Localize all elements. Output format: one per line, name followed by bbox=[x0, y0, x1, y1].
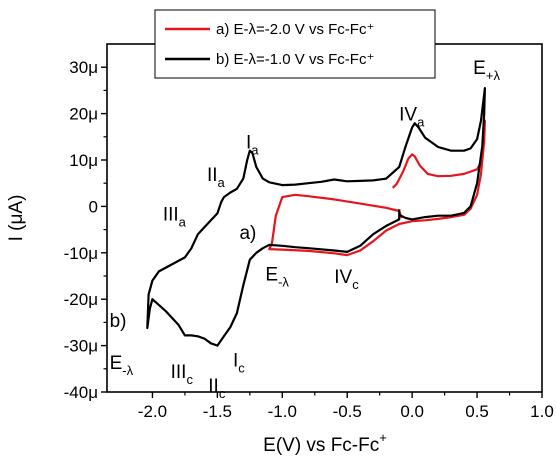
peak-label: b) bbox=[110, 311, 127, 332]
peak-label: IIIc bbox=[171, 362, 194, 387]
peak-annotations: Ia IIa IIIa IVa E+λ a) E-λ IVc b) E-λ IIIc IIc Ic bbox=[110, 58, 501, 401]
x-axis-title: E(V) vs Fc-Fc+ bbox=[263, 430, 387, 456]
peak-label: IIIa bbox=[163, 204, 187, 229]
legend-label-a: a) E-λ=-2.0 V vs Fc-Fc⁺ bbox=[216, 21, 374, 38]
y-tick-label: -20μ bbox=[64, 290, 98, 309]
legend-label-b: b) E-λ=-1.0 V vs Fc-Fc⁺ bbox=[216, 51, 374, 68]
x-axis-title-text: E(V) vs Fc-Fc bbox=[263, 435, 379, 456]
y-tick-label: -30μ bbox=[64, 337, 98, 356]
peak-label: IVa bbox=[399, 105, 425, 130]
peak-label: E+λ bbox=[473, 58, 500, 83]
y-tick-label: 30μ bbox=[69, 58, 98, 77]
series-line-a bbox=[268, 119, 486, 257]
x-tick-label: -1.5 bbox=[203, 402, 232, 421]
y-axis-ticks: -40μ -30μ -20μ -10μ 0 10μ 20μ 30μ bbox=[64, 58, 107, 402]
x-axis-ticks: -2.0 -1.5 -1.0 -0.5 0.0 0.5 1.0 bbox=[138, 392, 554, 421]
x-axis-title-superscript: + bbox=[379, 430, 387, 445]
x-tick-label: 0.0 bbox=[400, 402, 424, 421]
legend: a) E-λ=-2.0 V vs Fc-Fc⁺ b) E-λ=-1.0 V vs… bbox=[154, 9, 436, 79]
y-axis-title: I (μA) bbox=[6, 195, 27, 242]
series-layer bbox=[146, 87, 486, 347]
y-tick-label: 20μ bbox=[69, 105, 98, 124]
x-tick-label: -1.0 bbox=[268, 402, 297, 421]
peak-label: Ic bbox=[233, 350, 245, 375]
peak-label: a) bbox=[239, 223, 256, 244]
x-tick-label: 0.5 bbox=[465, 402, 489, 421]
peak-label: E-λ bbox=[265, 265, 289, 290]
x-tick-label: 1.0 bbox=[530, 402, 554, 421]
peak-label: IIa bbox=[207, 165, 226, 190]
y-tick-label: -40μ bbox=[64, 383, 98, 402]
peak-label: Ia bbox=[246, 132, 259, 157]
x-tick-label: -0.5 bbox=[333, 402, 362, 421]
x-tick-label: -2.0 bbox=[138, 402, 167, 421]
peak-label: IVc bbox=[334, 267, 359, 292]
peak-label: E-λ bbox=[110, 353, 134, 378]
y-tick-label: 0 bbox=[89, 197, 98, 216]
series-line-b bbox=[146, 87, 486, 347]
y-tick-label: 10μ bbox=[69, 151, 98, 170]
peak-label: IIc bbox=[208, 376, 226, 401]
legend-box bbox=[154, 9, 436, 79]
y-tick-label: -10μ bbox=[64, 244, 98, 263]
